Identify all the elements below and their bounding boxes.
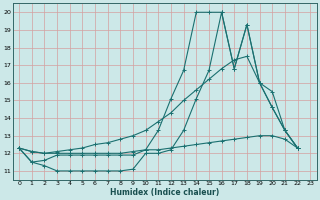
X-axis label: Humidex (Indice chaleur): Humidex (Indice chaleur) [110, 188, 219, 197]
